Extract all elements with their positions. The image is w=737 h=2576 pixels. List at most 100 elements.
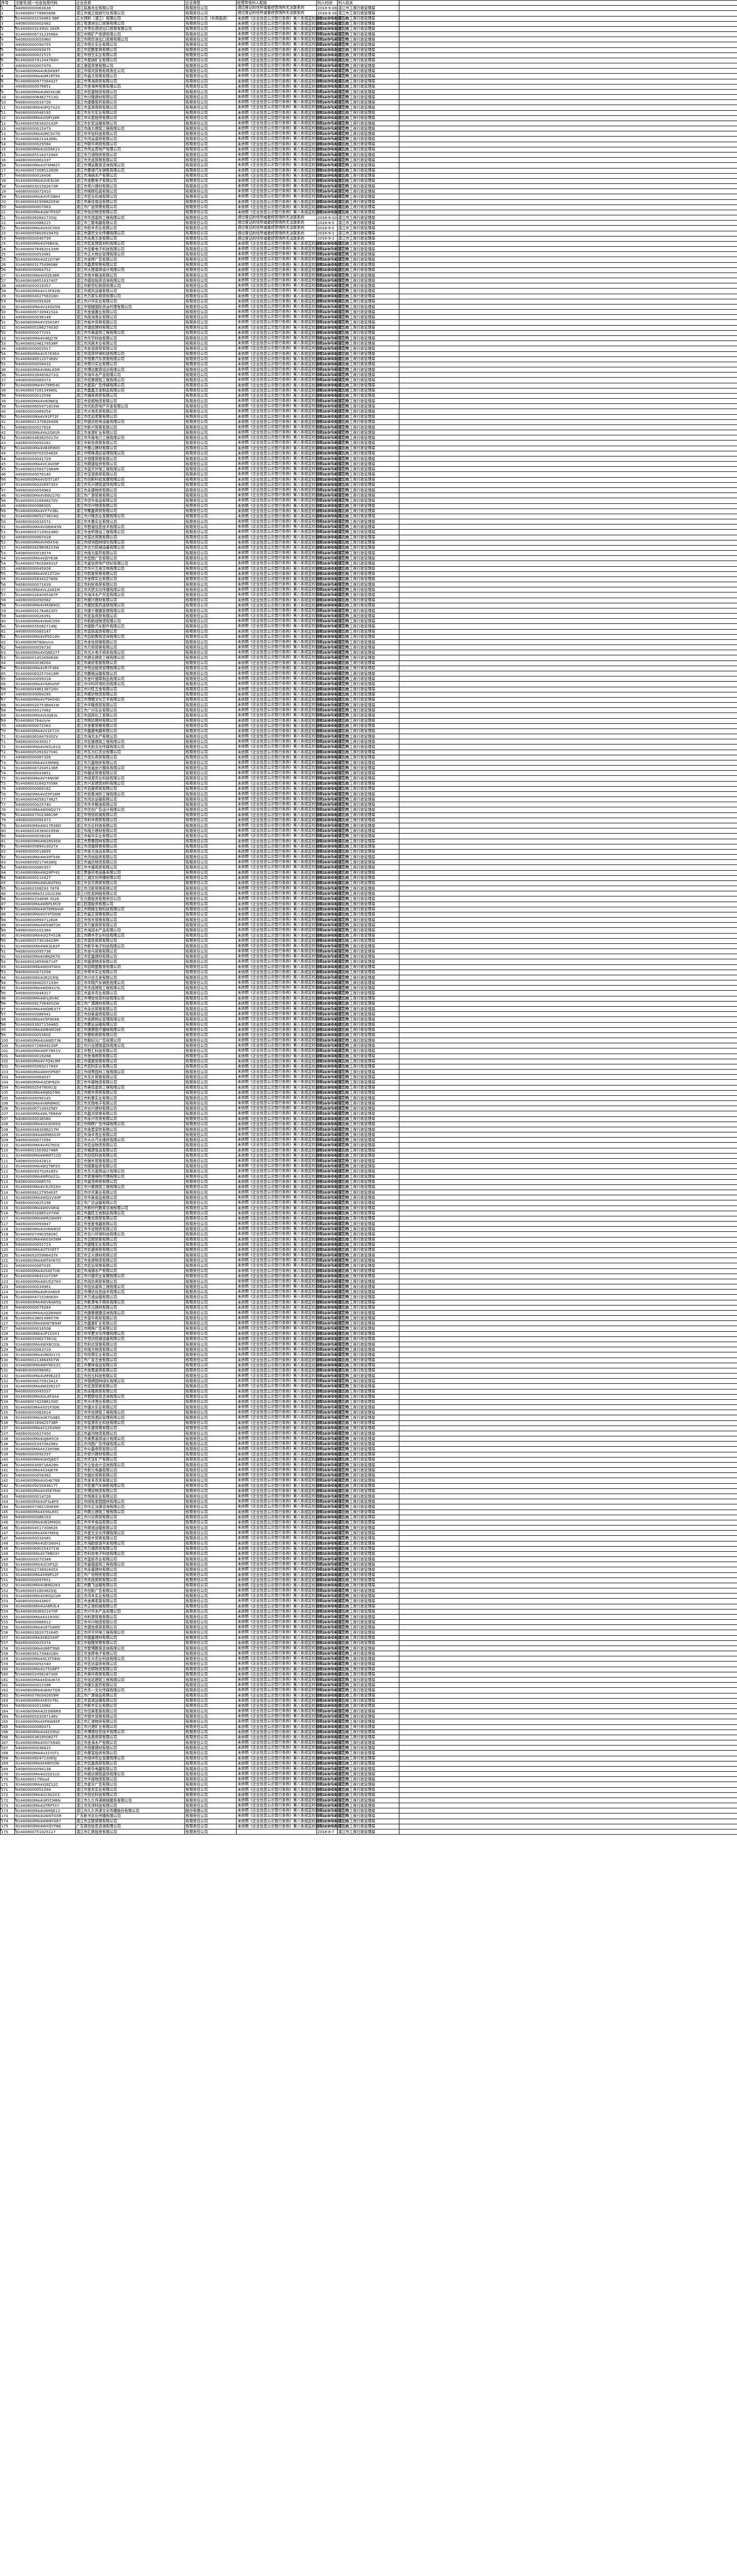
cell-enterprise-name[interactable]: 湛江市星宇广告有限公司 xyxy=(75,1782,185,1788)
cell-abnormal-reason[interactable]: 未依照《企业信息公示暂行条例》第八条规定的期限公示年度报告的 xyxy=(236,1304,349,1311)
table-row[interactable]: 144 91440800MA4UF3L8F9 湛江市绿色家园园林有限公司 有限责任公司… xyxy=(0,1499,737,1505)
cell-seq[interactable]: 148 xyxy=(0,1540,15,1547)
cell-enterprise-name[interactable]: 湛江市宏鹏家具有限公司 xyxy=(75,47,185,53)
cell-enterprise-type[interactable]: 有限责任公司 xyxy=(185,1352,237,1358)
table-row[interactable]: 133 440800000045037 湛江市永隆商贸有限公司 有限责任公司 未依照《企… xyxy=(0,1388,737,1395)
table-row[interactable]: 110 91440800150382746R 湛江市福源食品有限公司 有限责任公司 未依… xyxy=(0,1147,737,1154)
table-row[interactable]: 132 91440800657092341X 湛江市锦绣园林绿化有限公司 有限责任公司… xyxy=(0,1378,737,1384)
cell-seq[interactable]: 81 xyxy=(0,838,15,844)
cell-enterprise-type[interactable]: 有限责任公司 xyxy=(185,1729,237,1735)
table-row[interactable]: 126 91440800380149657M 湛江市富华商贸有限公司 有限责任公司 未依… xyxy=(0,1315,737,1321)
cell-abnormal-reason[interactable]: 未依照《企业信息公示暂行条例》第八条规定的期限公示年度报告的 xyxy=(236,1603,349,1609)
table-row[interactable]: 33 91440800MA4V46J27K 湛江市天宇科技有限公司 有限责任公司 未依照… xyxy=(0,335,737,342)
cell-credit-code[interactable]: 91440800MA4V68L45M xyxy=(14,367,76,373)
cell-abnormal-reason[interactable]: 未依照《企业信息公示暂行条例》第八条规定的期限公示年度报告的 xyxy=(236,414,349,420)
cell-credit-code[interactable]: 91440800MA4UM1RT5K xyxy=(14,73,76,79)
table-row[interactable]: 110 91440800MA4V4S7N1K 湛江市宏运物流有限公司 有限责任公司 未依… xyxy=(0,1142,737,1148)
cell-credit-code[interactable]: 440800000059730 xyxy=(14,645,76,651)
table-row[interactable]: 122 91440800MA4US4Z7U8 湛江市海通水产有限公司 有限责任公司 未依… xyxy=(0,1268,737,1274)
cell-credit-code[interactable]: 91440800MA4WQ1V30P xyxy=(14,1195,76,1201)
table-row[interactable]: 16 91440800MA4UT4M82Y 湛江市博远教育咨询有限公司 有限责任公司未… xyxy=(0,162,737,168)
cell-seq[interactable]: 47 xyxy=(0,487,15,494)
cell-enterprise-type[interactable]: 有限责任公司 xyxy=(185,461,237,467)
cell-enterprise-name[interactable]: 湛江市优品家居有限公司 xyxy=(75,414,185,420)
table-row[interactable]: 73 91440800MA4VX3M90J 湛江市万鑫物资有限公司 有限责任公司 未依照… xyxy=(0,759,737,766)
cell-credit-code[interactable]: 91440800471528063H xyxy=(14,1294,76,1300)
cell-enterprise-type[interactable]: 有限责任公司 xyxy=(185,781,237,787)
cell-enterprise-name[interactable]: 湛江市金桥建设工程有限公司 xyxy=(75,529,185,535)
cell-enterprise-type[interactable]: 有限责任公司 xyxy=(185,1357,237,1363)
cell-enterprise-name[interactable]: 湛江市金海商贸有限公司 xyxy=(75,1053,185,1059)
cell-abnormal-reason[interactable]: 未依照《企业信息公示暂行条例》第八条规定的期限公示年度报告的 xyxy=(236,607,349,614)
cell-enterprise-name[interactable]: 湛江兴旺发网络有限公司 xyxy=(75,891,185,897)
cell-enterprise-type[interactable]: 有限责任公司 xyxy=(185,734,237,740)
cell-enterprise-name[interactable]: 湛江市环宇环保工程有限公司 xyxy=(75,1630,185,1636)
table-row[interactable]: 35 440800000058432 湛江市荣兴实业有限公司 有限责任公司 未依照《企业… xyxy=(0,361,737,368)
cell-credit-code[interactable]: 91440800MA4WK3L82P xyxy=(14,943,76,950)
cell-enterprise-type[interactable]: 有限责任公司 xyxy=(185,959,237,965)
cell-enterprise-name[interactable]: 湛江市恒企实业有限公司 xyxy=(75,42,185,48)
table-row[interactable]: 58 440800000090582 湛江市振兴建材有限公司 有限责任公司 未依照《企业… xyxy=(0,597,737,603)
cell-abnormal-reason[interactable]: 未依照《企业信息公示暂行条例》第八条规定的期限公示年度报告的 xyxy=(236,1053,349,1059)
table-row[interactable]: 39 91440800605471823W 湛江市天和房地产开发有限公司 有限责任公司… xyxy=(0,403,737,410)
cell-credit-code[interactable]: 91440800MA4XJ9Z12C xyxy=(14,1782,76,1788)
table-row[interactable]: 28 91440800MA4V13F92W 湛江市顺风运输有限公司 有限责任公司 未依照… xyxy=(0,288,737,294)
table-row[interactable]: 145 440800000086193 湛江市兴达商贸有限公司 有限责任公司 未依照《企… xyxy=(0,1514,737,1520)
cell-seq[interactable]: 89 xyxy=(0,922,15,928)
cell-enterprise-name[interactable]: 湛江市建业建筑工程有限公司 xyxy=(75,655,185,661)
cell-enterprise-name[interactable]: 湛江市金龙实业有限公司 xyxy=(75,1787,185,1793)
cell-abnormal-reason[interactable]: 通过登记的住所或者经营场所无法联系的 xyxy=(236,230,317,236)
cell-enterprise-type[interactable]: 有限责任公司 xyxy=(185,676,237,682)
cell-abnormal-reason[interactable]: 未依照《企业信息公示暂行条例》第八条规定的期限公示年度报告的 xyxy=(236,943,349,950)
cell-credit-code[interactable]: 440800000059382 xyxy=(14,1472,76,1479)
cell-enterprise-name[interactable]: 湛江市华信物资有限公司 xyxy=(75,1226,185,1232)
cell-abnormal-reason[interactable]: 未依照《企业信息公示暂行条例》第八条规定的期限公示年度报告的 xyxy=(236,1147,349,1154)
cell-seq[interactable]: 172 xyxy=(0,1792,15,1798)
cell-enterprise-name[interactable]: 湛江市新世纪商贸有限公司 xyxy=(75,283,185,289)
cell-credit-code[interactable]: 440800000057286 xyxy=(14,1682,76,1688)
cell-seq[interactable]: 156 xyxy=(0,1630,15,1636)
cell-enterprise-name[interactable]: 湛江市鑫源贸易有限公司 xyxy=(75,262,185,268)
cell-enterprise-type[interactable]: 有限责任公司 xyxy=(185,770,237,776)
cell-seq[interactable]: 71 xyxy=(0,739,15,745)
cell-enterprise-name[interactable]: 湛江市盛达机电设备有限公司 xyxy=(75,419,185,425)
cell-enterprise-type[interactable]: 有限责任公司 xyxy=(185,1619,237,1625)
cell-enterprise-name[interactable]: 湛江市泰祥食品有限公司 xyxy=(75,1362,185,1368)
cell-seq[interactable]: 19 xyxy=(0,189,15,195)
cell-abnormal-reason[interactable]: 未依照《企业信息公示暂行条例》第八条规定的期限公示年度报告的 xyxy=(236,1315,349,1321)
cell-enterprise-type[interactable]: 有限责任公司 xyxy=(185,89,237,95)
table-row[interactable]: 45 91440800258371964M 湛江市蓝天环保工程有限公司 有限责任公司未… xyxy=(0,466,737,472)
cell-seq[interactable]: 12 xyxy=(0,115,15,121)
cell-enterprise-name[interactable]: 湛江市绿色家园园林有限公司 xyxy=(75,1499,185,1505)
cell-enterprise-type[interactable]: 有限责任公司 xyxy=(185,691,237,698)
cell-abnormal-reason[interactable]: 未依照《企业信息公示暂行条例》第八条规定的期限公示年度报告的 xyxy=(236,1174,349,1180)
cell-credit-code[interactable]: 440800000041729 xyxy=(14,455,76,462)
cell-credit-code[interactable]: 91440800207536841W xyxy=(14,702,76,708)
cell-enterprise-type[interactable]: 有限责任公司 xyxy=(185,1210,237,1216)
cell-abnormal-reason[interactable]: 未依照《企业信息公示暂行条例》第八条规定的期限公示年度报告的 xyxy=(236,1367,349,1374)
cell-enterprise-type[interactable]: 有限责任公司 xyxy=(185,173,237,179)
table-row[interactable]: 46 440800000076140 湛江市宝源商贸有限公司 有限责任公司 未依照《企业… xyxy=(0,471,737,478)
table-row[interactable]: 78 91440800750238619P 湛江市恒信机械有限公司 有限责任公司 未依照… xyxy=(0,812,737,818)
cell-enterprise-type[interactable]: 有限责任公司 xyxy=(185,283,237,289)
table-row[interactable]: 57 91440800264095387P 湛江市海洋水产开发有限公司 有限责任公司未… xyxy=(0,592,737,598)
cell-enterprise-type[interactable]: 有限责任公司 xyxy=(185,933,237,939)
cell-enterprise-type[interactable]: 有限责任公司 xyxy=(185,974,237,981)
cell-enterprise-type[interactable]: 有限责任公司 xyxy=(185,1614,237,1620)
cell-enterprise-name[interactable]: 湛江市兴隆建材有限公司 xyxy=(75,94,185,100)
cell-abnormal-reason[interactable]: 未依照《企业信息公示暂行条例》第八条规定的期限公示年度报告的 xyxy=(236,1116,349,1122)
cell-credit-code[interactable]: 91440800MA4W2T6P2X xyxy=(14,1163,76,1170)
cell-credit-code[interactable]: 91440800MA4VN4C09X xyxy=(14,618,76,624)
cell-enterprise-type[interactable]: 有限责任公司 xyxy=(185,493,237,499)
cell-enterprise-type[interactable]: 有限责任公司 xyxy=(185,901,237,907)
cell-enterprise-type[interactable]: 有限责任公司 xyxy=(185,1745,237,1751)
cell-enterprise-type[interactable]: 有限责任公司 xyxy=(185,1032,237,1039)
cell-enterprise-type[interactable]: 有限责任公司 xyxy=(185,351,237,357)
cell-credit-code[interactable]: 91440800642089735X xyxy=(14,482,76,488)
cell-enterprise-type[interactable]: 有限责任公司 xyxy=(185,1551,237,1557)
cell-abnormal-reason[interactable]: 未依照《企业信息公示暂行条例》第八条规定的期限公示年度报告的 xyxy=(236,1582,349,1589)
table-row[interactable]: 156 91440800392075164D 湛江市环宇环保工程有限公司 有限责任公司… xyxy=(0,1630,737,1636)
cell-abnormal-reason[interactable]: 未依照《企业信息公示暂行条例》第八条规定的期限公示年度报告的 xyxy=(236,1577,349,1583)
cell-credit-code[interactable]: 91440800MA4UQ2B9W0 xyxy=(14,1310,76,1316)
table-row[interactable]: 59 440800000026391 湛江市宏发商贸有限公司 有限责任公司 未依照《企业… xyxy=(0,613,737,619)
